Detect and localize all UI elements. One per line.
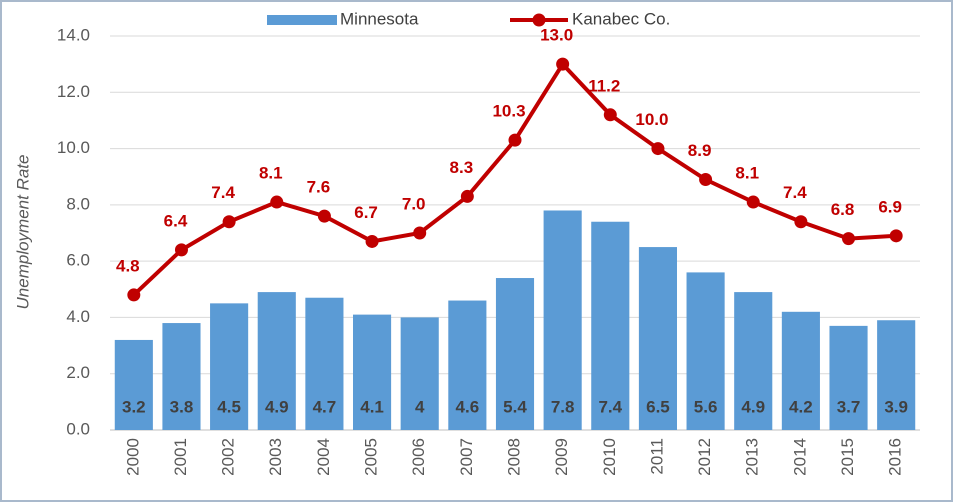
x-tick-label: 2008 <box>504 438 523 476</box>
x-tick-label: 2000 <box>123 438 142 476</box>
line-value-label: 10.3 <box>492 102 525 121</box>
y-tick-label: 8.0 <box>66 194 90 213</box>
bar <box>114 339 153 430</box>
bar-value-label: 3.7 <box>837 397 861 416</box>
bar-value-label: 7.8 <box>551 397 575 416</box>
x-tick-label: 2012 <box>695 438 714 476</box>
line-value-label: 7.6 <box>307 178 331 197</box>
line-value-label: 6.4 <box>164 211 188 230</box>
y-axis-label: Unemployment Rate <box>13 155 32 310</box>
y-tick-label: 2.0 <box>66 363 90 382</box>
line-marker <box>270 195 284 209</box>
line-marker <box>603 108 617 122</box>
x-tick-label: 2006 <box>409 438 428 476</box>
bar <box>495 278 535 430</box>
bar <box>781 311 820 430</box>
x-tick-label: 2001 <box>171 438 190 476</box>
line-marker <box>460 189 474 203</box>
x-tick-label: 2010 <box>600 438 619 476</box>
y-tick-label: 14.0 <box>57 25 90 44</box>
y-tick-label: 10.0 <box>57 138 90 157</box>
x-tick-label: 2007 <box>457 438 476 476</box>
x-tick-label: 2011 <box>647 438 666 475</box>
bar-value-label: 5.6 <box>694 397 718 416</box>
bar <box>400 317 439 430</box>
line-marker <box>413 226 427 240</box>
bar <box>638 247 677 430</box>
x-tick-label: 2002 <box>219 438 238 476</box>
bar <box>686 272 725 430</box>
x-tick-label: 2014 <box>790 438 809 476</box>
bar-value-label: 7.4 <box>598 397 622 416</box>
line-value-label: 10.0 <box>635 110 668 129</box>
bar-value-label: 3.2 <box>122 397 146 416</box>
bar-value-label: 4.9 <box>741 397 765 416</box>
x-tick-label: 2015 <box>838 438 857 476</box>
bar <box>162 323 201 430</box>
bar-value-label: 4.7 <box>313 397 337 416</box>
bar-value-label: 4 <box>415 397 425 416</box>
bar <box>829 325 868 430</box>
bar <box>305 297 344 430</box>
legend-marker <box>532 13 546 27</box>
line-marker <box>174 243 188 257</box>
x-tick-label: 2016 <box>886 438 905 476</box>
x-tick-label: 2013 <box>743 438 762 476</box>
legend-swatch <box>267 15 337 25</box>
legend-label: Kanabec Co. <box>572 9 670 28</box>
bar-value-label: 3.8 <box>170 397 194 416</box>
bar <box>591 221 630 430</box>
line-marker <box>746 195 760 209</box>
bar <box>448 300 487 430</box>
bar-value-label: 4.2 <box>789 397 813 416</box>
line-value-label: 6.7 <box>354 203 378 222</box>
y-tick-label: 4.0 <box>66 307 90 326</box>
bar-value-label: 5.4 <box>503 397 527 416</box>
line-marker <box>365 234 379 248</box>
line-marker <box>556 57 570 71</box>
line-value-label: 8.1 <box>259 164 283 183</box>
line-value-label: 6.9 <box>878 197 902 216</box>
x-tick-label: 2004 <box>314 438 333 476</box>
line-marker <box>794 215 808 229</box>
bar <box>877 320 916 430</box>
line-marker <box>889 229 903 243</box>
bar-value-label: 4.6 <box>456 397 480 416</box>
line-value-label: 6.8 <box>831 200 855 219</box>
line-marker <box>842 232 856 246</box>
line-value-label: 11.2 <box>588 76 620 95</box>
line-value-label: 8.1 <box>735 164 759 183</box>
bar-value-label: 4.1 <box>360 397 384 416</box>
bar-value-label: 4.5 <box>217 397 241 416</box>
line-value-label: 7.4 <box>211 183 235 202</box>
bar-value-label: 6.5 <box>646 397 670 416</box>
line-value-label: 8.3 <box>450 158 474 177</box>
line-marker <box>317 209 331 223</box>
x-tick-label: 2003 <box>266 438 285 476</box>
bar <box>257 292 296 430</box>
y-tick-label: 6.0 <box>66 251 90 270</box>
line-marker <box>222 215 236 229</box>
bar <box>543 210 582 430</box>
line-value-label: 4.8 <box>116 256 140 275</box>
bar-value-label: 4.9 <box>265 397 289 416</box>
line-value-label: 13.0 <box>540 26 573 45</box>
line-marker <box>127 288 141 302</box>
bar-value-label: 3.9 <box>884 397 908 416</box>
line-marker <box>699 173 713 187</box>
x-tick-label: 2005 <box>362 438 381 476</box>
y-tick-label: 12.0 <box>57 82 90 101</box>
line-marker <box>651 142 665 156</box>
bar <box>210 303 249 430</box>
y-tick-label: 0.0 <box>66 419 90 438</box>
bar <box>734 292 773 430</box>
bar <box>353 314 392 430</box>
x-tick-label: 2009 <box>552 438 571 476</box>
line-value-label: 7.0 <box>402 194 426 213</box>
line-value-label: 8.9 <box>688 141 712 160</box>
line-value-label: 7.4 <box>783 183 807 202</box>
line-marker <box>508 133 522 147</box>
legend-label: Minnesota <box>340 9 419 28</box>
